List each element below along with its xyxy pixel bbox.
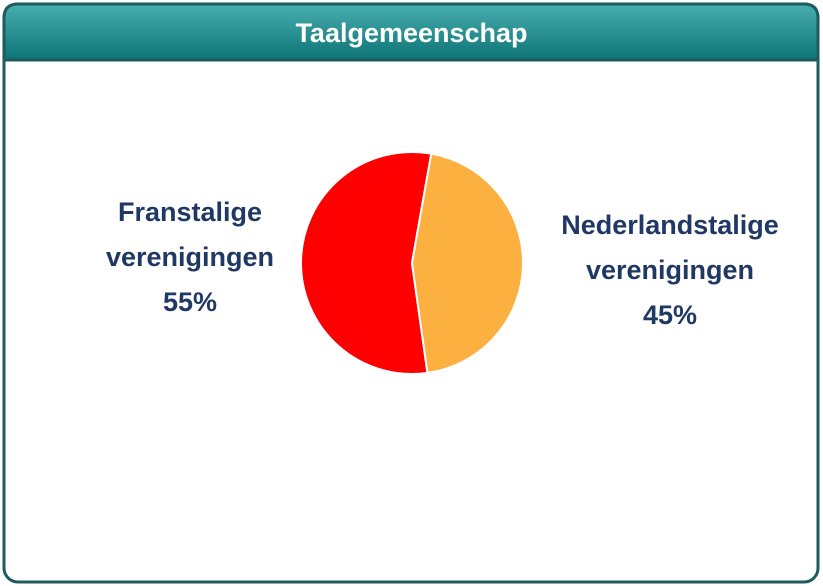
- pie: [300, 151, 524, 375]
- slice-label: Franstalige verenigingen 55%: [50, 190, 330, 325]
- slice-category: Nederlandstalige verenigingen: [561, 210, 779, 285]
- pie-slice: [410, 152, 524, 375]
- slice-value: 55%: [162, 287, 218, 317]
- panel-header: [2, 2, 820, 62]
- slice-category: Franstalige verenigingen: [105, 197, 275, 272]
- slice-value: 45%: [642, 300, 698, 330]
- chart-title: Taalgemeenschap: [295, 18, 528, 48]
- pie-slice: [300, 151, 433, 375]
- slice-label: Nederlandstalige verenigingen 45%: [530, 203, 810, 338]
